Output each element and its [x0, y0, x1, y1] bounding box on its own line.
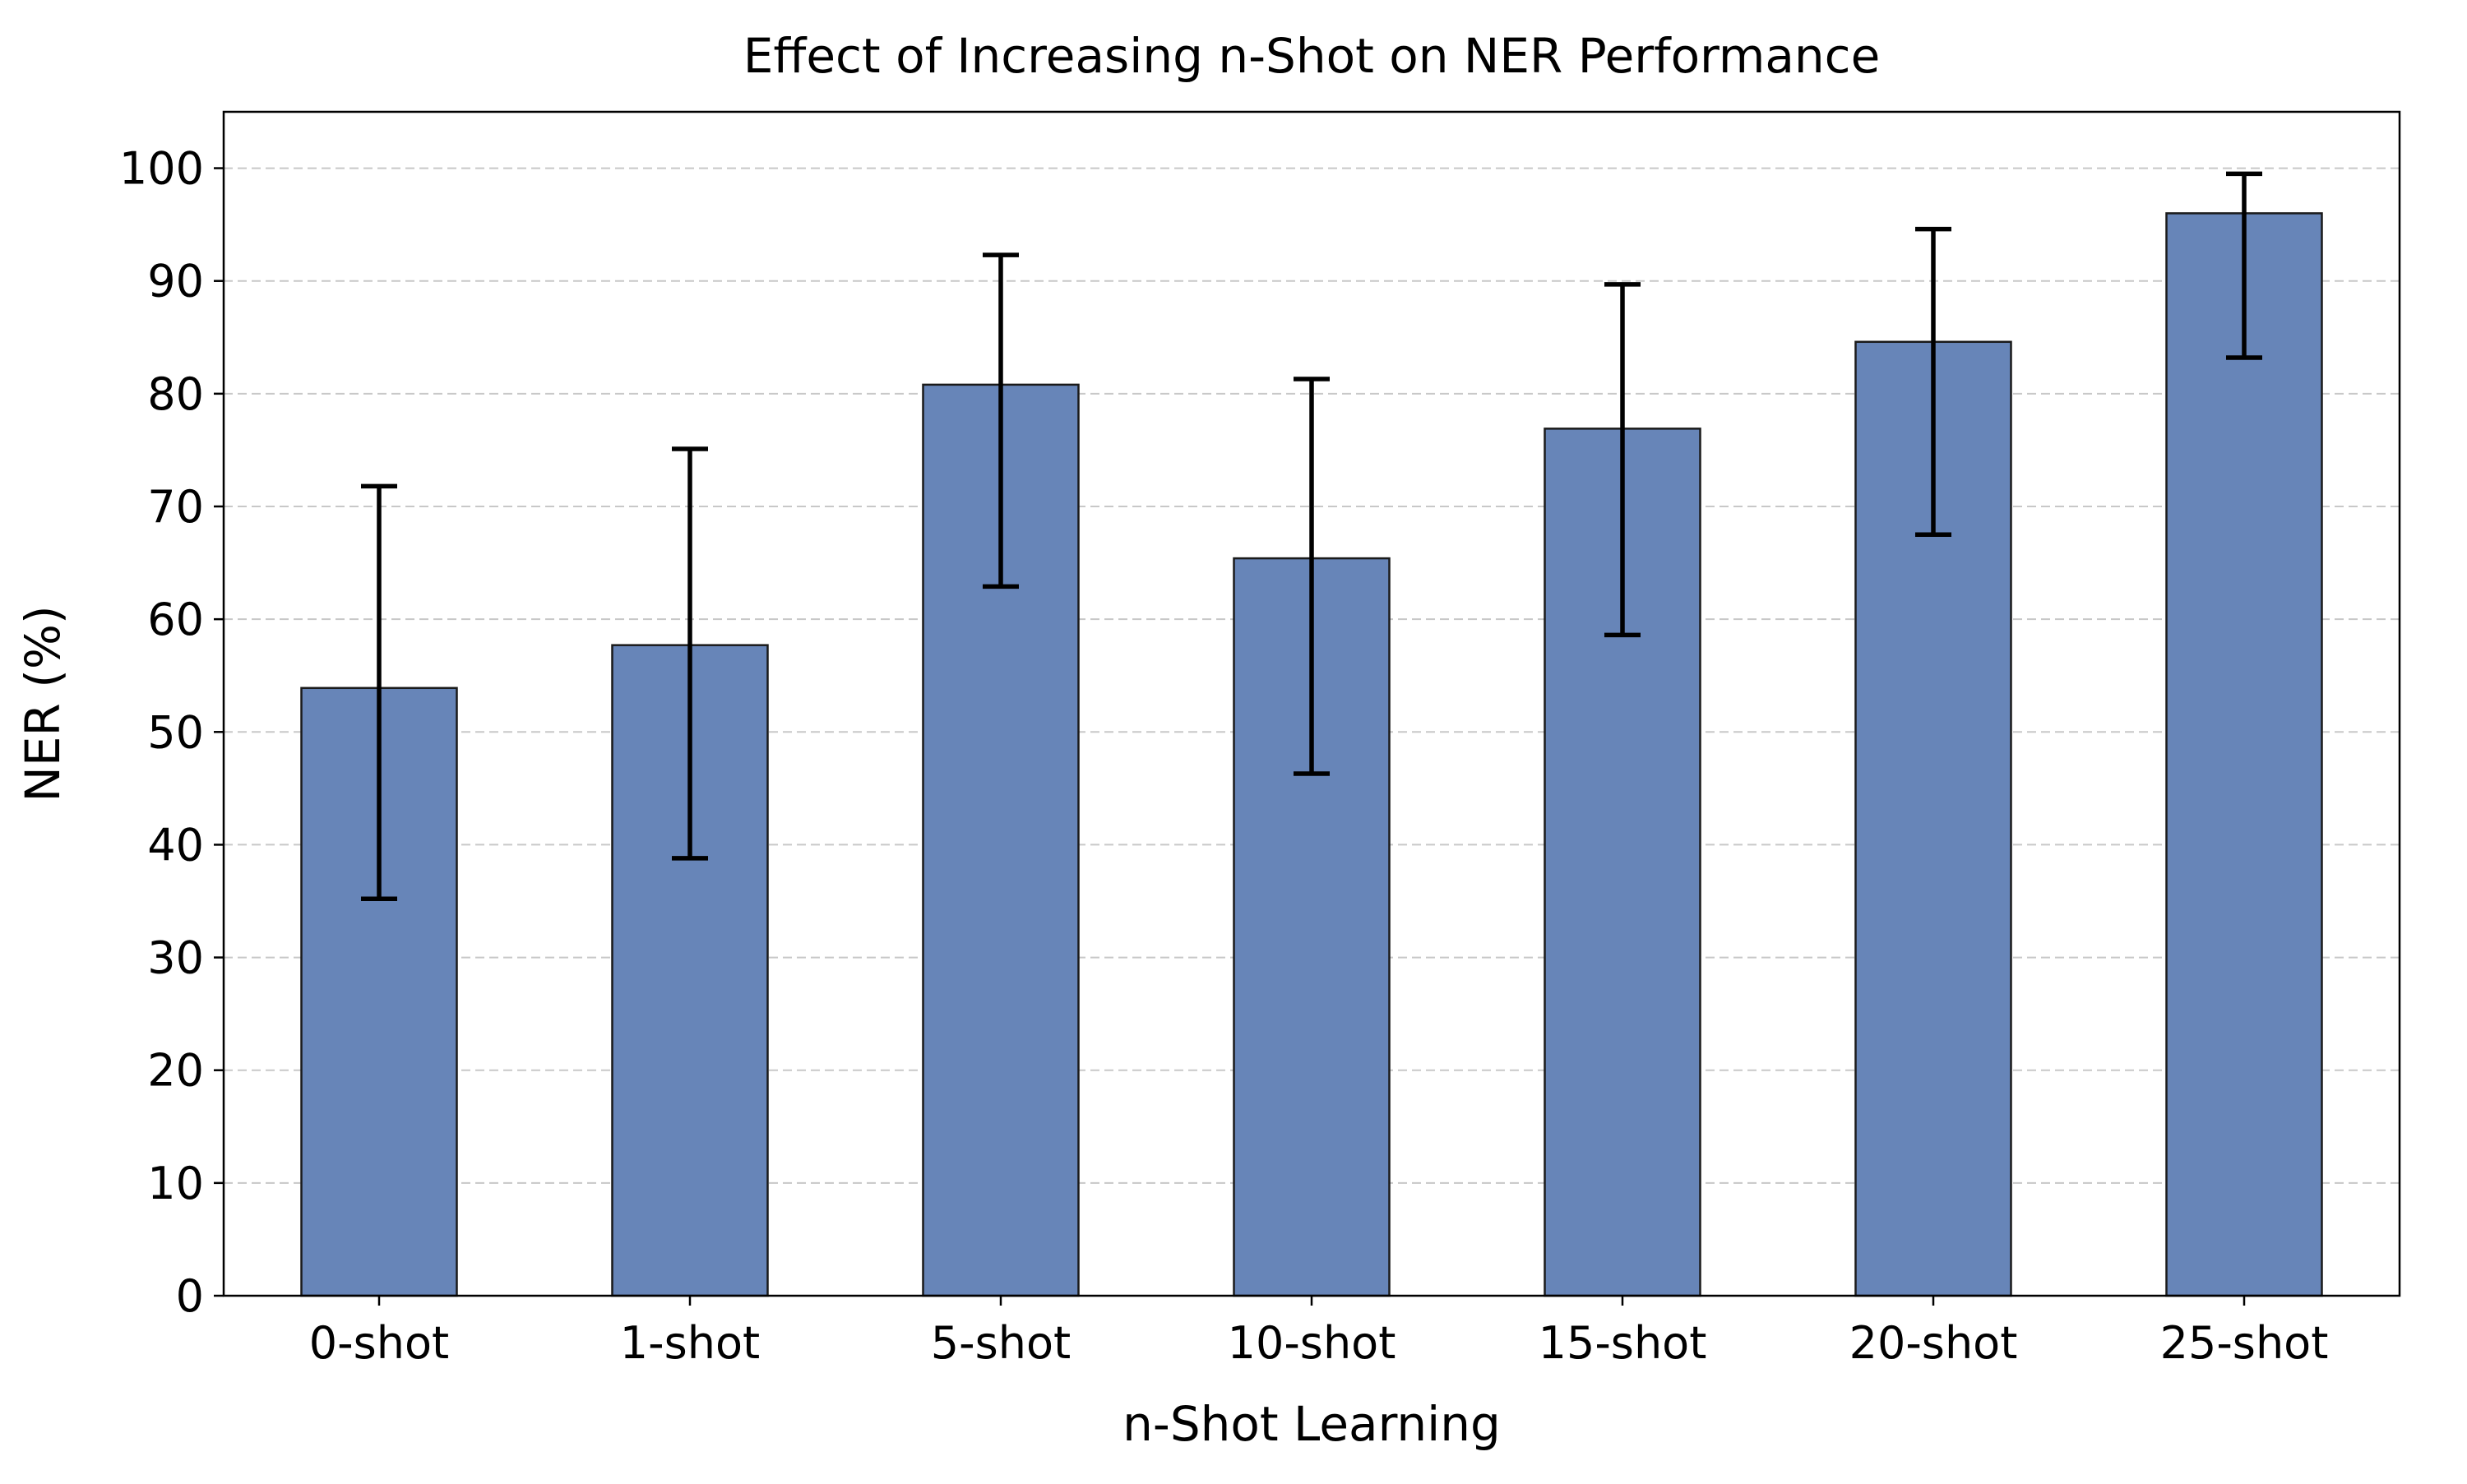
x-tick-label: 0-shot — [309, 1317, 449, 1369]
x-tick-label: 20-shot — [1849, 1317, 2018, 1369]
y-tick-label: 70 — [147, 481, 204, 533]
y-tick-label: 40 — [147, 819, 204, 871]
y-tick-label: 60 — [147, 594, 204, 645]
bar-25-shot — [2165, 212, 2323, 1297]
x-tick-label: 5-shot — [931, 1317, 1071, 1369]
y-tick-label: 10 — [147, 1158, 204, 1209]
chart-title: Effect of Increasing n-Shot on NER Perfo… — [743, 28, 1881, 84]
x-tick-label: 25-shot — [2160, 1317, 2329, 1369]
y-tick-label: 20 — [147, 1045, 204, 1097]
error-bars — [361, 171, 2262, 902]
y-tick-label: 30 — [147, 932, 204, 984]
x-axis-ticks: 0-shot 1-shot 5-shot 10-shot 15-shot 20-shot 2… — [309, 1296, 2329, 1369]
y-tick-label: 50 — [147, 706, 204, 758]
y-tick-label: 80 — [147, 368, 204, 420]
error-bar-0-shot — [361, 483, 397, 902]
x-tick-label: 10-shot — [1228, 1317, 1396, 1369]
y-tick-label: 0 — [176, 1270, 204, 1322]
y-axis-ticks: 0 10 20 30 40 50 60 70 80 90 100 — [119, 143, 224, 1322]
x-axis-label: n-Shot Learning — [1122, 1396, 1501, 1452]
x-tick-label: 15-shot — [1539, 1317, 1707, 1369]
error-bar-5-shot — [983, 252, 1019, 589]
error-bar-10-shot — [1294, 377, 1330, 776]
y-tick-label: 100 — [119, 143, 204, 195]
x-tick-label: 1-shot — [620, 1317, 760, 1369]
error-bar-20-shot — [1915, 226, 1951, 538]
error-bar-25-shot — [2226, 171, 2262, 360]
error-bar-15-shot — [1604, 282, 1641, 638]
error-bar-1-shot — [672, 446, 708, 861]
y-axis-label: NER (%) — [15, 605, 71, 802]
y-tick-label: 90 — [147, 256, 204, 307]
